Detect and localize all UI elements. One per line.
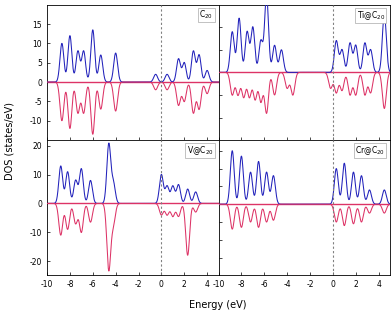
Text: V@C$_{20}$: V@C$_{20}$ <box>187 144 213 157</box>
Text: Cr@C$_{20}$: Cr@C$_{20}$ <box>355 144 385 157</box>
Text: C$_{20}$: C$_{20}$ <box>200 9 213 21</box>
Text: DOS (states/eV): DOS (states/eV) <box>5 102 15 180</box>
Text: Energy (eV): Energy (eV) <box>189 300 246 310</box>
Text: Ti@C$_{20}$: Ti@C$_{20}$ <box>357 9 385 22</box>
